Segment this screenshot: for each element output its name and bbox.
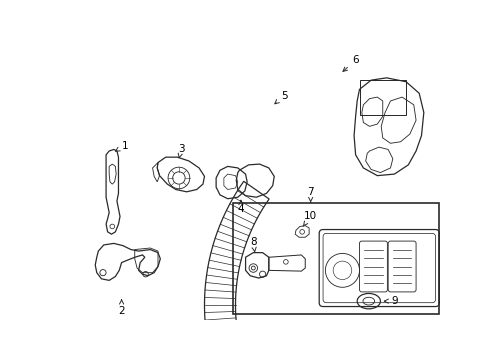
Text: 4: 4 (237, 201, 244, 214)
Text: 9: 9 (384, 296, 397, 306)
Polygon shape (365, 147, 392, 172)
Text: 5: 5 (274, 91, 287, 104)
Text: 3: 3 (178, 144, 184, 158)
Bar (359, 80, 405, 115)
Polygon shape (361, 97, 382, 126)
Polygon shape (109, 164, 116, 184)
Text: 1: 1 (115, 141, 128, 151)
Text: 8: 8 (249, 237, 256, 252)
Text: 7: 7 (307, 187, 313, 202)
Text: 10: 10 (303, 211, 317, 226)
Polygon shape (381, 97, 415, 143)
Text: 2: 2 (118, 300, 124, 316)
Text: 6: 6 (342, 55, 358, 71)
Bar (233, 203, 438, 314)
